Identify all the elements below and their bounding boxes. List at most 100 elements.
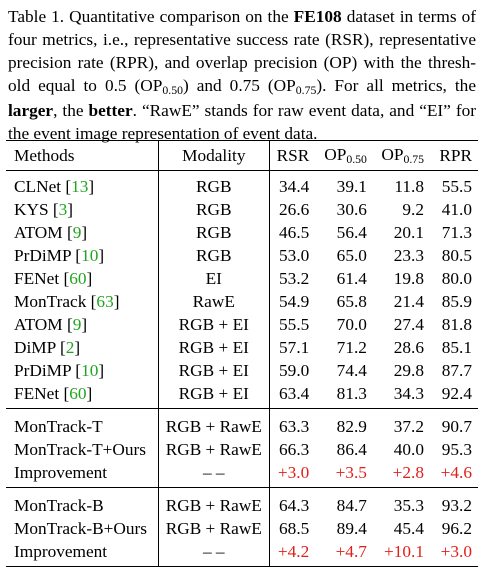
citation-link[interactable]: 2	[65, 338, 75, 357]
cell-op75: 28.6	[393, 338, 425, 357]
table-caption: Table 1. Quantitative comparison on the …	[8, 5, 476, 145]
method-name: DiMP	[14, 338, 56, 357]
cell-modality: EI	[158, 267, 270, 290]
method-name: CLNet	[14, 177, 62, 196]
cell-op50: 86.4	[336, 440, 367, 459]
method-name: FENet	[14, 384, 60, 403]
cell-method: FENet [60]	[14, 384, 93, 403]
method-name: KYS	[14, 200, 49, 219]
cell-rsr: 59.0	[279, 361, 310, 380]
table-row: MonTrack-T+Ours RGB + RawE 66.3 86.4 40.0 95.…	[6, 438, 478, 461]
cell-method: CLNet [13]	[6, 170, 159, 198]
table-row: FENet [60] EI 53.2 61.4 19.8 80.0	[6, 267, 478, 290]
citation-link[interactable]: 63	[96, 292, 114, 311]
cell-op50: 81.3	[336, 384, 367, 403]
cell-rsr: 57.1	[279, 338, 310, 357]
cell-rpr: 92.4	[441, 384, 472, 403]
cell-rsr: 53.2	[279, 269, 310, 288]
cell-op50: 82.9	[311, 408, 371, 438]
caption-line-4: old equal to 0.5 (OP0.50) and 0.75 (OP0.…	[8, 76, 476, 97]
cell-op50: 89.4	[336, 519, 367, 538]
citation-link[interactable]: 60	[69, 384, 87, 403]
cell-method: DiMP [2]	[14, 338, 81, 357]
cell-op75: 20.1	[393, 223, 425, 242]
cell-rsr: 26.6	[279, 200, 310, 219]
table-row: PrDiMP [10] RGB + EI 59.0 74.4 29.8 87.7	[6, 359, 478, 382]
cell-method: KYS [3]	[14, 200, 74, 219]
cell-rpr: 41.0	[441, 200, 472, 219]
citation-link[interactable]: 10	[81, 246, 99, 265]
caption-line-3: precision rate (RPR), and overlap precis…	[8, 53, 476, 72]
method-name: ATOM	[14, 223, 63, 242]
cell-rsr: 68.5	[279, 519, 310, 538]
cell-op50: 56.4	[336, 223, 367, 242]
cell-op75: 21.4	[393, 292, 425, 311]
cell-op50: 65.0	[336, 246, 367, 265]
method-name: MonTrack	[14, 292, 87, 311]
caption-line-6: the event image representation of event …	[8, 124, 318, 143]
cell-op75: 35.3	[370, 487, 429, 517]
table-row: CLNet [13] RGB 34.4 39.1 11.8 55.5	[6, 170, 478, 198]
citation-link[interactable]: 9	[72, 223, 82, 242]
citation-link[interactable]: 3	[58, 200, 68, 219]
header-modality: Modality	[158, 140, 270, 171]
cell-modality: RGB	[158, 198, 270, 221]
cell-op75: 40.0	[393, 440, 425, 459]
cell-op50: +4.7	[311, 540, 371, 567]
cell-rsr: 64.3	[269, 487, 312, 517]
cell-rpr: 55.5	[428, 170, 478, 198]
method-name: ATOM	[14, 315, 63, 334]
cell-op50: 39.1	[311, 170, 371, 198]
cell-method: MonTrack-B+Ours	[14, 519, 147, 538]
table-row: MonTrack [63] RawE 54.9 65.8 21.4 85.9	[6, 290, 478, 313]
cell-rsr: 46.5	[279, 223, 310, 242]
citation-link[interactable]: 9	[72, 315, 82, 334]
cell-rsr: 34.4	[269, 170, 312, 198]
cell-rpr: 80.5	[441, 246, 472, 265]
cell-rpr: 96.2	[441, 519, 472, 538]
cell-modality: RGB + RawE	[158, 487, 270, 517]
method-name: PrDiMP	[14, 361, 71, 380]
cell-modality: RGB + EI	[158, 359, 270, 382]
cell-modality: RGB + RawE	[158, 438, 270, 461]
header-rpr: RPR	[428, 140, 478, 171]
cell-method: MonTrack-T	[6, 408, 159, 438]
citation-link[interactable]: 13	[71, 177, 89, 196]
cell-method: ATOM [9]	[14, 315, 88, 334]
cell-op75: 27.4	[393, 315, 425, 334]
cell-rpr: 81.8	[441, 315, 472, 334]
header-op50: OP0.50	[311, 140, 371, 171]
cell-op75: 9.2	[402, 200, 425, 219]
cell-method: PrDiMP [10]	[14, 361, 105, 380]
method-name: PrDiMP	[14, 246, 71, 265]
table-row: FENet [60] RGB + EI 63.4 81.3 34.3 92.4	[6, 382, 478, 409]
cell-rsr: 63.4	[279, 384, 310, 403]
cell-modality: RGB + EI	[158, 336, 270, 359]
cell-method: MonTrack [63]	[14, 292, 120, 311]
cell-modality: RGB + EI	[158, 382, 270, 409]
cell-rpr: 95.3	[441, 440, 472, 459]
cell-rsr: 55.5	[279, 315, 310, 334]
table-row: MonTrack-B RGB + RawE 64.3 84.7 35.3 93.2	[6, 487, 478, 517]
cell-modality: RawE	[158, 290, 270, 313]
improvement-row: Improvement – – +3.0 +3.5 +2.8 +4.6	[6, 461, 478, 488]
cell-op75: 34.3	[393, 384, 425, 403]
cell-op50: 84.7	[311, 487, 371, 517]
cell-method: MonTrack-T+Ours	[14, 440, 146, 459]
cell-modality: – –	[158, 540, 270, 567]
cell-method: PrDiMP [10]	[14, 246, 105, 265]
cell-op75: 19.8	[393, 269, 425, 288]
cell-op75: 37.2	[370, 408, 429, 438]
table-row: MonTrack-B+Ours RGB + RawE 68.5 89.4 45.4 96.…	[6, 517, 478, 540]
dataset-name: FE108	[293, 7, 342, 26]
cell-op50: 61.4	[336, 269, 367, 288]
caption-line-5: larger, the better. “RawE” stands for ra…	[8, 101, 476, 120]
cell-modality: RGB	[158, 170, 270, 198]
cell-rpr: +4.6	[440, 463, 472, 482]
citation-link[interactable]: 60	[69, 269, 87, 288]
caption-line-2: four metrics, i.e., representative succe…	[8, 30, 476, 49]
cell-op50: +3.5	[335, 463, 367, 482]
citation-link[interactable]: 10	[81, 361, 99, 380]
paper-page: Table 1. Quantitative comparison on the …	[6, 5, 478, 567]
cell-modality: – –	[158, 461, 270, 488]
